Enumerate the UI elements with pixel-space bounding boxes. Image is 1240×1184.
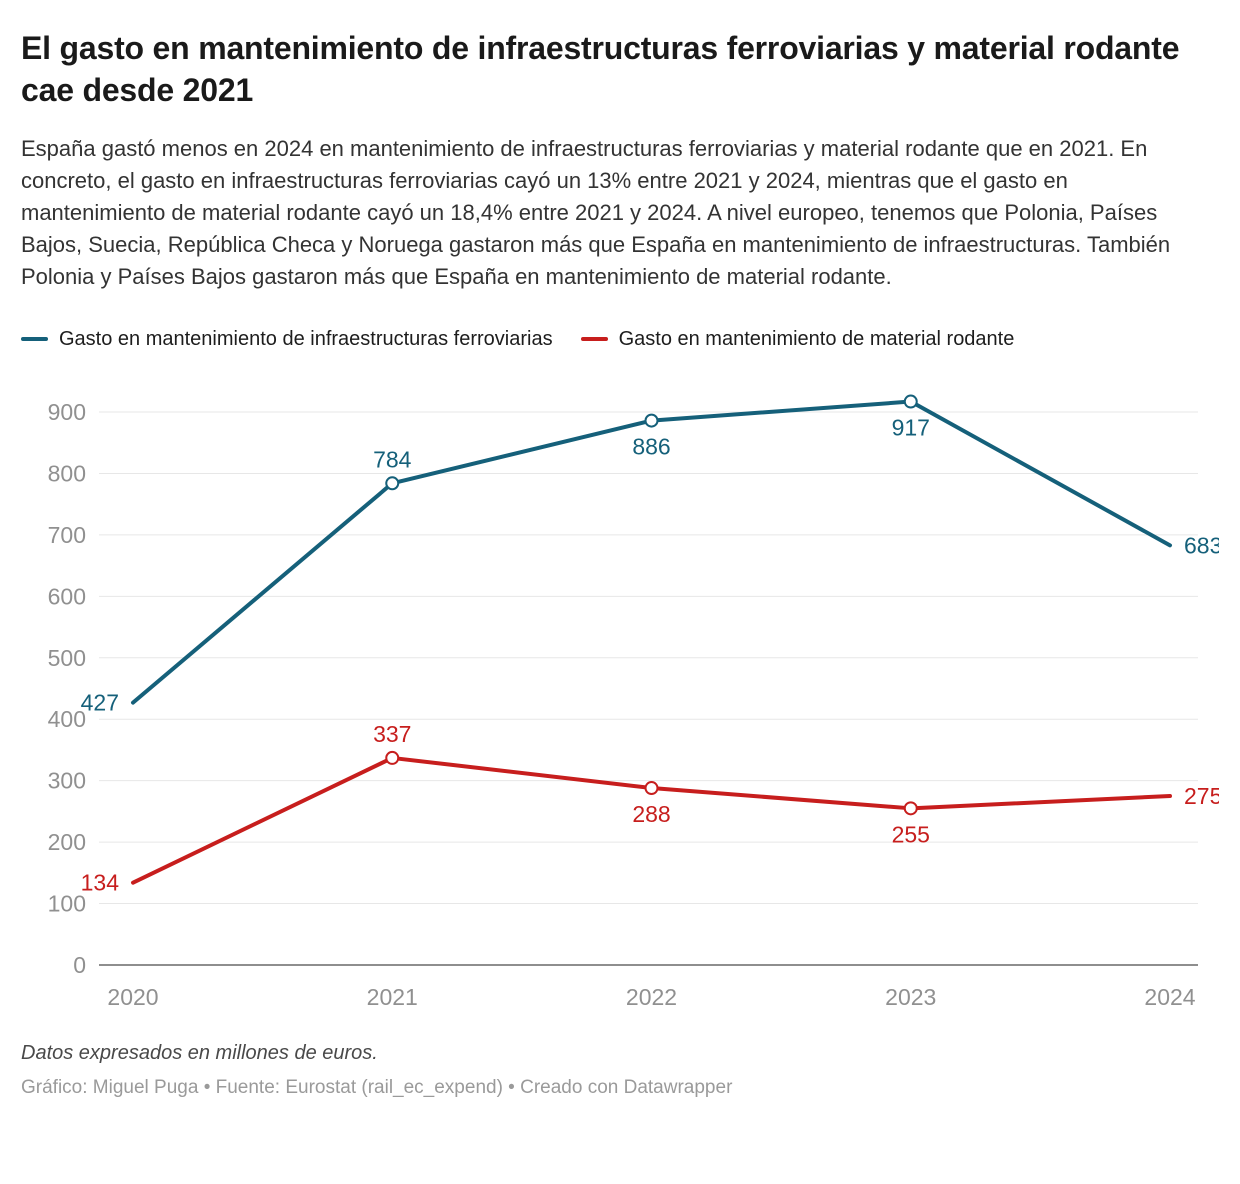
x-tick-label: 2023 [885, 984, 936, 1010]
legend-label-rolling-stock: Gasto en mantenimiento de material rodan… [618, 327, 1015, 350]
y-tick-label: 900 [48, 399, 86, 425]
y-tick-label: 0 [73, 952, 86, 978]
y-tick-label: 600 [48, 583, 86, 609]
data-label: 134 [81, 869, 120, 895]
legend-swatch-rolling-stock [580, 336, 608, 341]
x-tick-label: 2021 [367, 984, 418, 1010]
x-tick-label: 2024 [1144, 984, 1195, 1010]
data-label: 427 [81, 689, 119, 715]
data-label: 683 [1184, 532, 1219, 558]
data-label: 337 [373, 721, 411, 747]
data-point [644, 780, 659, 795]
y-tick-label: 800 [48, 460, 86, 486]
y-tick-label: 400 [48, 706, 86, 732]
data-point [903, 800, 918, 815]
data-point [903, 394, 918, 409]
y-tick-label: 100 [48, 890, 86, 916]
data-label: 275 [1184, 783, 1219, 809]
y-tick-label: 300 [48, 767, 86, 793]
legend-item-infrastructure: Gasto en mantenimiento de infraestructur… [21, 327, 553, 351]
data-point [385, 475, 400, 490]
data-label: 917 [892, 414, 930, 440]
legend: Gasto en mantenimiento de infraestructur… [21, 327, 1219, 351]
line-chart-svg: 0 100 200 300 400 500 600 700 800 900 2020 2021 2022… [48, 394, 1222, 1010]
line-chart: 0 100 200 300 400 500 600 700 800 900 2020 2021 2022… [21, 391, 1222, 1016]
legend-swatch-infrastructure [21, 336, 48, 341]
legend-item-rolling-stock: Gasto en mantenimiento de material rodan… [580, 327, 1015, 351]
data-point [385, 750, 400, 765]
chart-note: Datos expresados en millones de euros. [21, 1041, 378, 1064]
y-tick-label: 500 [48, 644, 86, 670]
chart-byline: Gráfico: Miguel Puga • Fuente: Eurostat … [21, 1076, 733, 1098]
page-title: El gasto en mantenimiento de infraestruc… [21, 30, 1180, 108]
data-point [644, 413, 659, 428]
data-label: 255 [892, 821, 930, 847]
y-tick-label: 200 [48, 829, 86, 855]
chart-description: España gastó menos en 2024 en mantenimie… [21, 136, 1171, 289]
data-label: 784 [373, 446, 412, 472]
data-label: 288 [632, 801, 670, 827]
x-tick-label: 2020 [107, 984, 158, 1010]
x-tick-label: 2022 [626, 984, 677, 1010]
legend-label-infrastructure: Gasto en mantenimiento de infraestructur… [59, 327, 553, 350]
y-tick-label: 700 [48, 522, 86, 548]
data-label: 886 [632, 433, 670, 459]
